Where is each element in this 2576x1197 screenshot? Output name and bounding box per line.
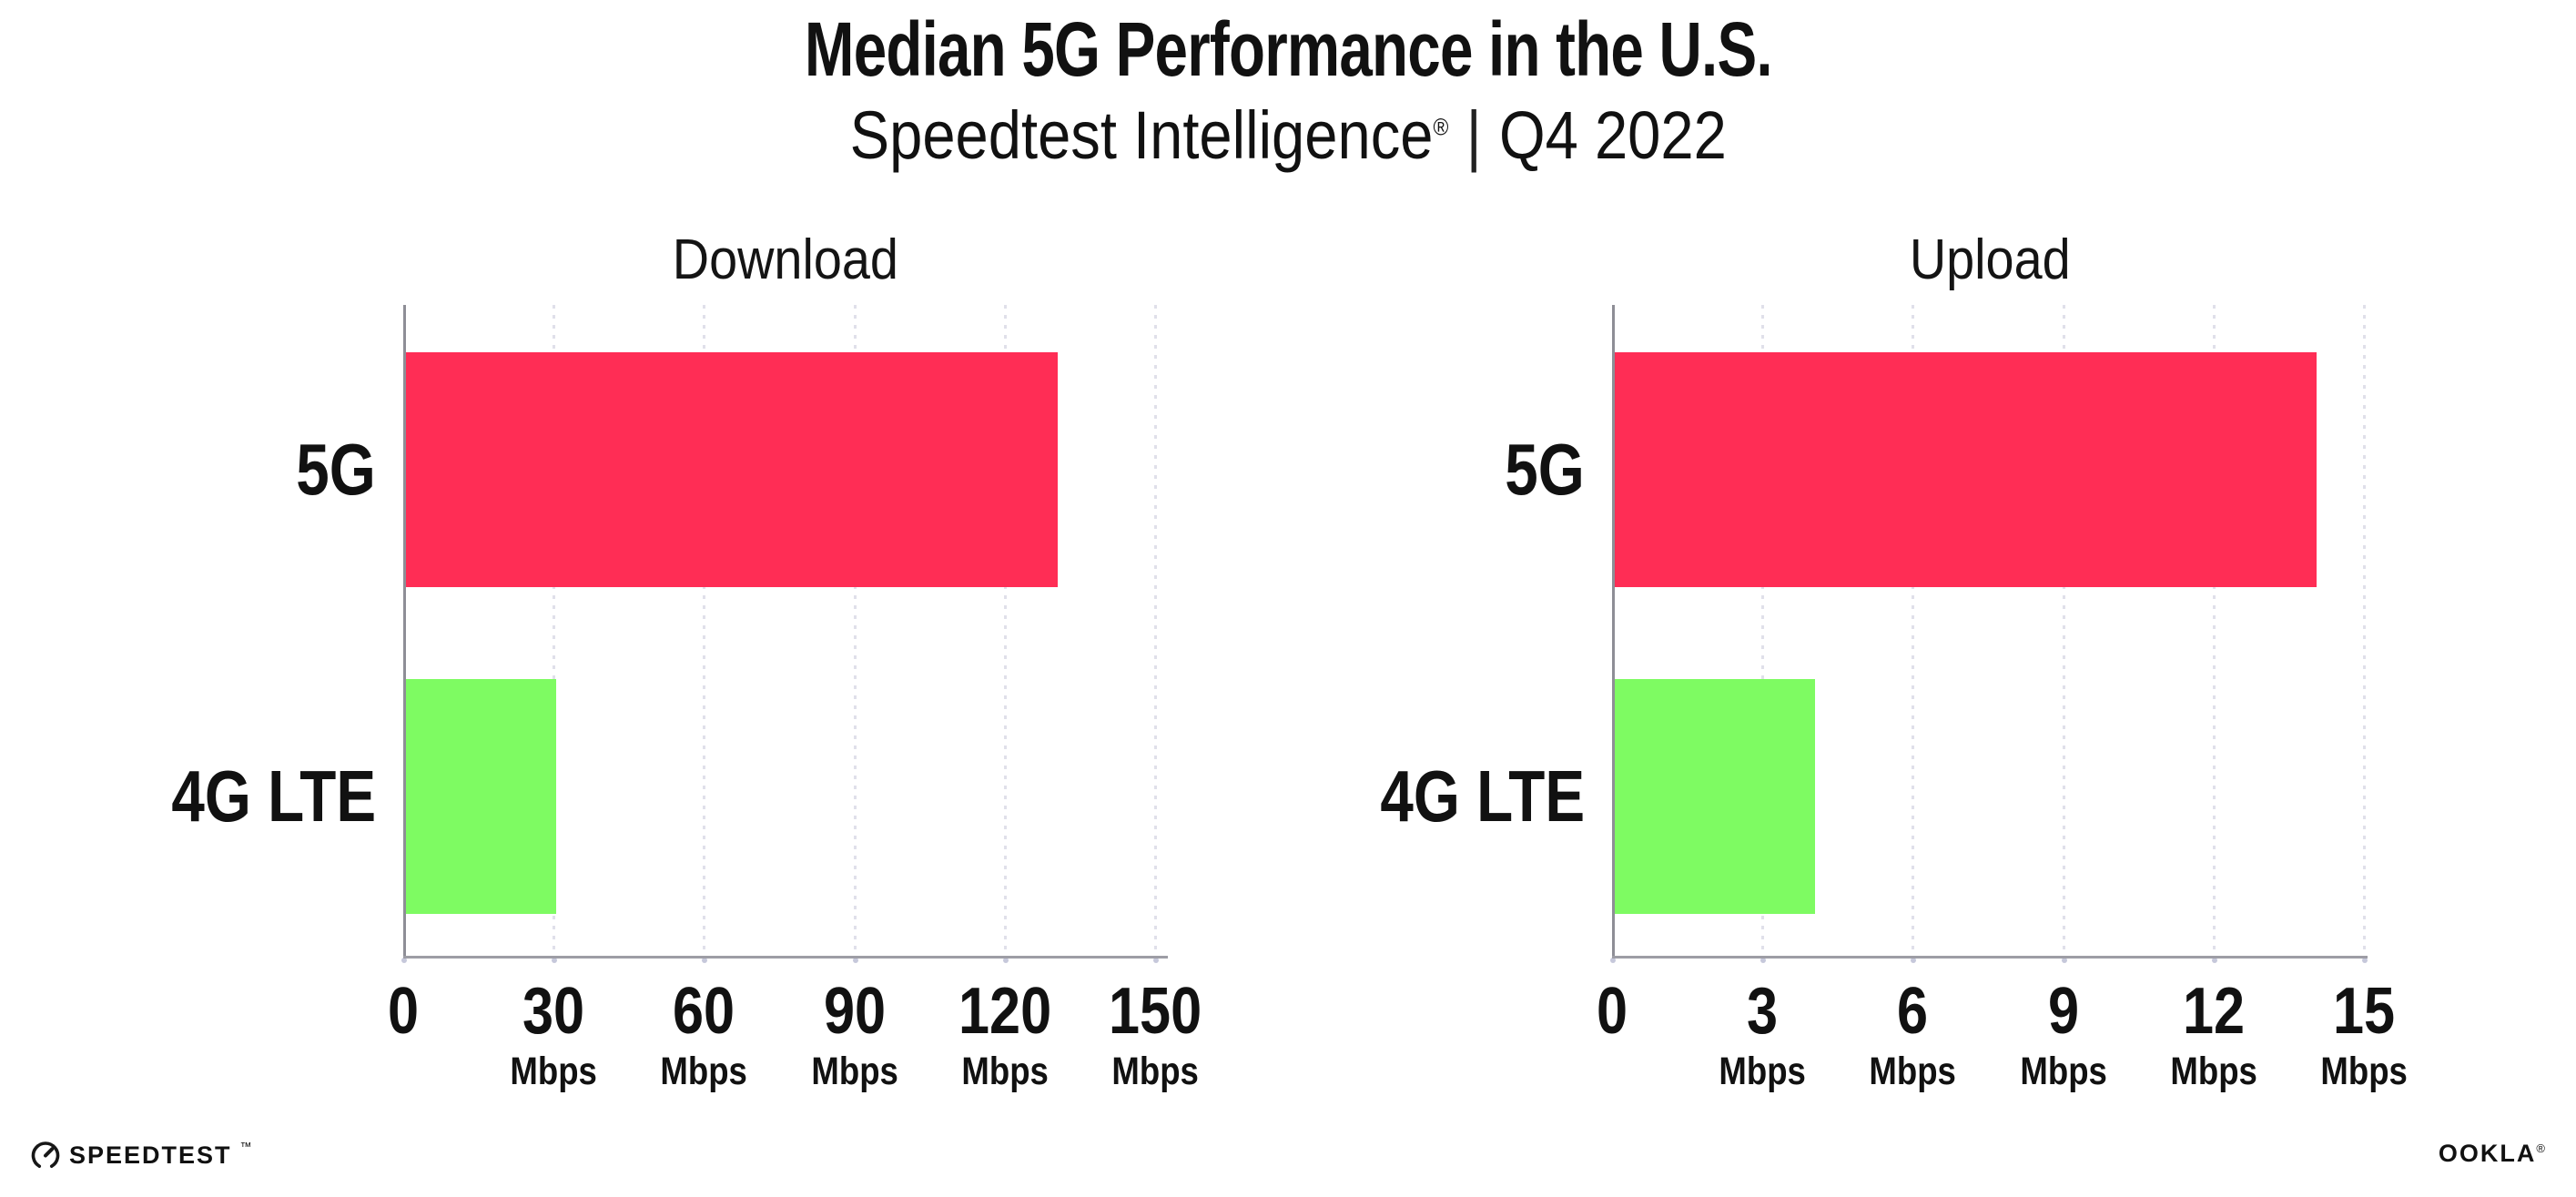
x-tick-value: 120: [958, 975, 1052, 1048]
download-plot-area: 0 30 Mbps 60 Mbps 90 Mbps 120 Mbps 150 Mbps 5G 4G LT…: [171, 305, 1202, 1091]
x-tick-unit: Mbps: [510, 1050, 597, 1093]
subtitle-brand: Speedtest Intelligence: [849, 97, 1434, 173]
axis-tick-dot-9: [2062, 958, 2067, 963]
gridline-60: [703, 305, 705, 959]
axis-tick-dot-30: [552, 958, 557, 963]
subtitle-separator: |: [1465, 97, 1482, 173]
gridline-30: [553, 305, 555, 959]
x-tick-value: 60: [672, 975, 735, 1048]
gridline-6: [1912, 305, 1914, 959]
x-tick-value: 30: [522, 975, 585, 1048]
gridline-90: [854, 305, 857, 959]
upload-chart: Upload 0 3 Mbps 6 Mbps 9 Mbps 12 Mbps 15 Mbps 5G 4G …: [1380, 232, 2408, 1091]
gridline-150: [1154, 305, 1157, 959]
category-label-4g-lte: 4G LTE: [1380, 756, 1585, 837]
x-tick-value: 0: [1596, 975, 1628, 1048]
page-title: Median 5G Performance in the U.S.: [0, 11, 2576, 87]
x-tick-value: 3: [1746, 975, 1779, 1048]
category-label-5g: 5G: [1505, 429, 1585, 510]
speedtest-gauge-icon: [31, 1141, 60, 1168]
upload-plot-area: 0 3 Mbps 6 Mbps 9 Mbps 12 Mbps 15 Mbps 5G 4G LTE: [1380, 305, 2408, 1091]
x-tick-value: 9: [2047, 975, 2080, 1048]
bar-4g-lte: [406, 679, 556, 914]
x-tick-unit: Mbps: [2170, 1050, 2257, 1093]
speedtest-logo: SPEEDTEST ™: [30, 1140, 252, 1171]
x-tick-unit: Mbps: [2020, 1050, 2107, 1093]
x-axis-line: [1612, 956, 2368, 959]
x-tick-15: 15 Mbps: [2264, 979, 2464, 1091]
bar-5g: [1615, 352, 2317, 587]
x-tick-unit: Mbps: [660, 1050, 747, 1093]
x-tick-9: 9 Mbps: [1963, 979, 2164, 1091]
x-tick-value: 0: [387, 975, 420, 1048]
x-tick-unit: Mbps: [1869, 1050, 1956, 1093]
x-tick-unit: Mbps: [961, 1050, 1049, 1093]
axis-tick-dot-6: [1911, 958, 1916, 963]
category-label-4g-lte: 4G LTE: [171, 756, 376, 837]
category-label-5g: 5G: [296, 429, 376, 510]
x-tick-value: 15: [2332, 975, 2396, 1048]
x-tick-value: 90: [823, 975, 887, 1048]
bar-5g: [406, 352, 1058, 587]
axis-tick-dot-0: [1610, 958, 1616, 963]
x-tick-unit: Mbps: [811, 1050, 898, 1093]
speedtest-wordmark: SPEEDTEST: [69, 1141, 232, 1169]
ookla-logo: OOKLA ®: [2439, 1141, 2545, 1166]
axis-tick-dot-120: [1003, 958, 1009, 963]
x-tick-12: 12 Mbps: [2114, 979, 2314, 1091]
x-tick-0: 0: [303, 979, 503, 1044]
x-tick-unit: Mbps: [1111, 1050, 1199, 1093]
download-chart-title: Download: [672, 228, 899, 291]
subtitle-period: Q4 2022: [1498, 97, 1727, 173]
x-tick-value: 6: [1896, 975, 1929, 1048]
axis-tick-dot-15: [2362, 958, 2368, 963]
page-subtitle-text: Speedtest Intelligence® | Q4 2022: [849, 100, 1726, 171]
y-axis-spine: [1612, 305, 1615, 959]
x-tick-30: 30 Mbps: [453, 979, 654, 1091]
x-tick-3: 3 Mbps: [1662, 979, 1862, 1091]
axis-tick-dot-3: [1760, 958, 1766, 963]
x-tick-unit: Mbps: [1719, 1050, 1806, 1093]
x-axis-line: [403, 956, 1168, 959]
gridline-12: [2213, 305, 2216, 959]
x-tick-unit: Mbps: [2320, 1050, 2408, 1093]
x-tick-60: 60 Mbps: [603, 979, 804, 1091]
x-tick-150: 150 Mbps: [1055, 979, 1255, 1091]
speedtest-trademark: ™: [239, 1140, 252, 1153]
x-tick-value: 150: [1108, 975, 1202, 1048]
gridline-3: [1761, 305, 1764, 959]
ookla-wordmark: OOKLA: [2438, 1140, 2537, 1167]
y-axis-spine: [403, 305, 406, 959]
gridline-120: [1004, 305, 1007, 959]
page-title-text: Median 5G Performance in the U.S.: [804, 6, 1773, 92]
x-tick-0: 0: [1512, 979, 1712, 1044]
gridline-15: [2363, 305, 2366, 959]
registered-mark: ®: [1433, 113, 1449, 141]
x-tick-6: 6 Mbps: [1812, 979, 2013, 1091]
axis-tick-dot-0: [401, 958, 407, 963]
x-tick-90: 90 Mbps: [755, 979, 955, 1091]
axis-tick-dot-150: [1153, 958, 1159, 963]
axis-tick-dot-60: [702, 958, 707, 963]
ookla-registered-mark: ®: [2536, 1141, 2545, 1155]
bar-4g-lte: [1615, 679, 1815, 914]
axis-tick-dot-12: [2212, 958, 2217, 963]
gridline-9: [2063, 305, 2065, 959]
upload-chart-title: Upload: [1909, 228, 2071, 291]
x-tick-value: 12: [2182, 975, 2246, 1048]
x-tick-120: 120 Mbps: [905, 979, 1105, 1091]
page-subtitle: Speedtest Intelligence® | Q4 2022: [0, 100, 2576, 171]
axis-tick-dot-90: [853, 958, 858, 963]
download-chart: Download 0 30 Mbps 60 Mbps 90 Mbps 120 Mbps 150 Mb…: [171, 232, 1202, 1091]
